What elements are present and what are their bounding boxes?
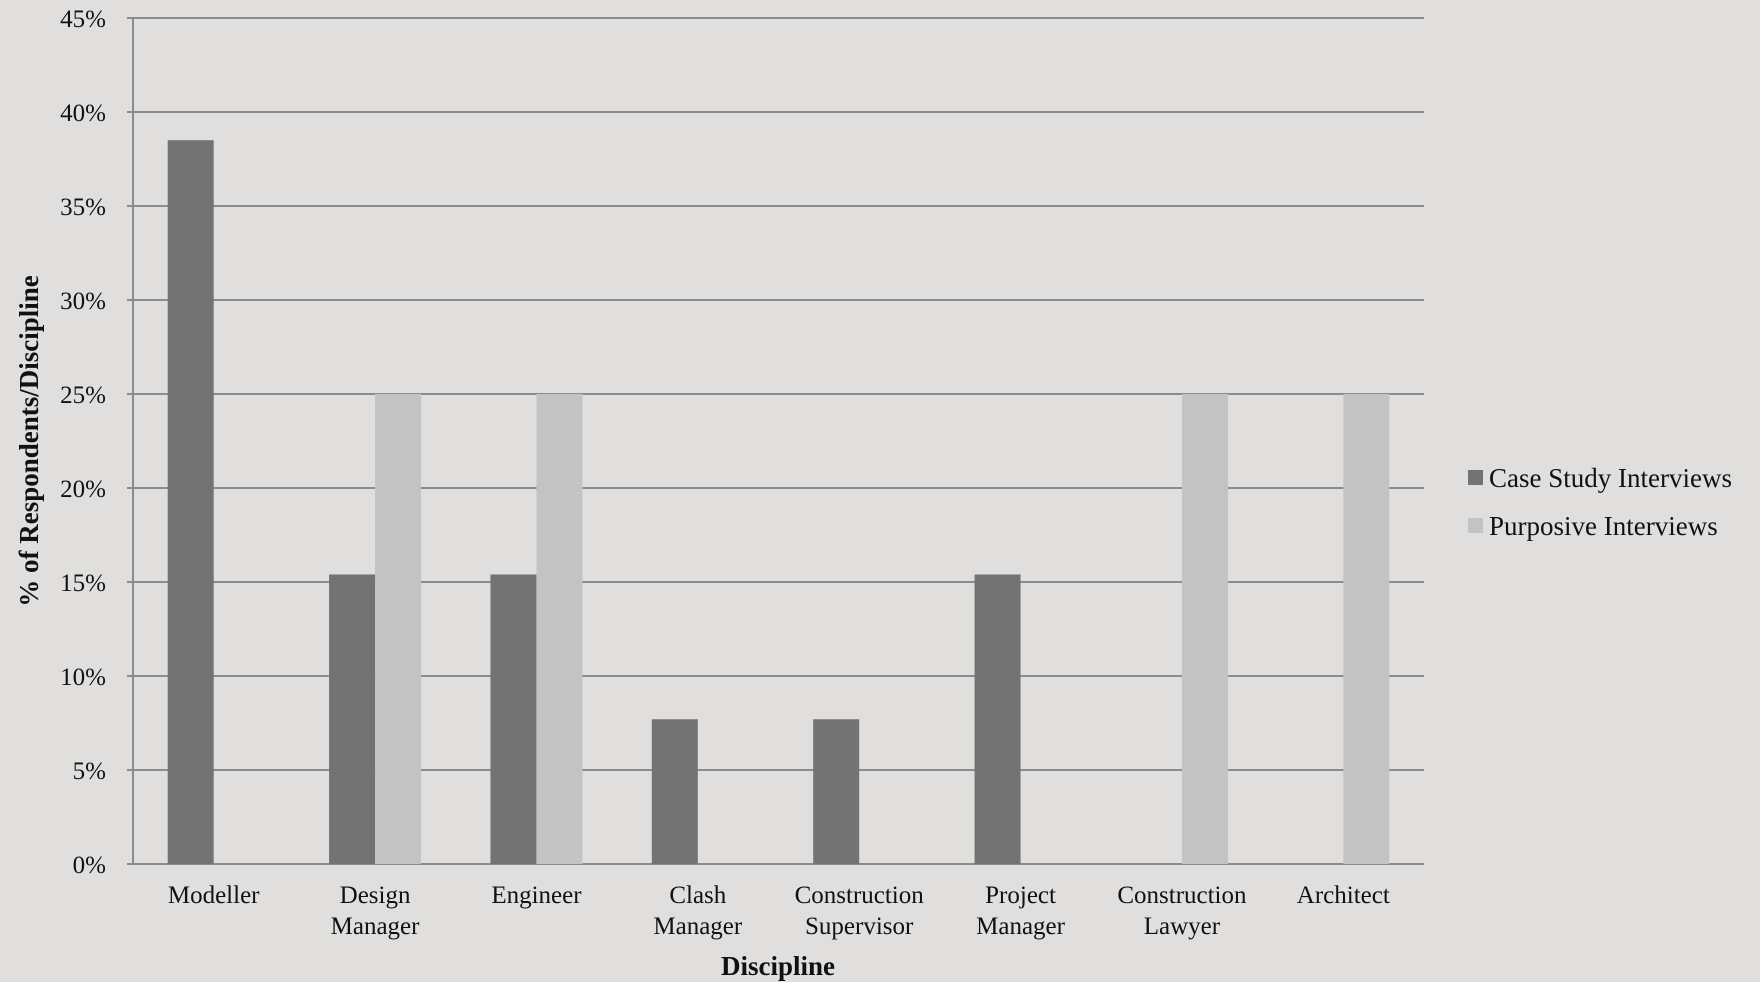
y-tick-label: 15% bbox=[60, 570, 106, 597]
y-tick-label: 45% bbox=[60, 6, 106, 33]
x-category-label: Design bbox=[340, 882, 411, 909]
legend-swatch bbox=[1468, 518, 1483, 533]
y-tick-label: 30% bbox=[60, 288, 106, 315]
bars bbox=[167, 140, 1390, 864]
bar bbox=[329, 574, 376, 864]
x-category-label: Lawyer bbox=[1144, 913, 1221, 940]
y-tick-label: 25% bbox=[60, 382, 106, 409]
bar bbox=[974, 574, 1021, 864]
bar bbox=[1343, 394, 1390, 864]
legend-swatch bbox=[1468, 470, 1483, 485]
legend-label: Purposive Interviews bbox=[1489, 511, 1718, 541]
x-category-label: Project bbox=[985, 882, 1056, 909]
gridlines bbox=[127, 17, 1424, 865]
x-category-label: Engineer bbox=[491, 882, 582, 909]
bar bbox=[813, 719, 860, 864]
x-category-label: Construction bbox=[795, 882, 925, 909]
bar bbox=[375, 394, 422, 864]
bar bbox=[167, 140, 214, 864]
y-tick-label: 20% bbox=[60, 476, 106, 503]
bar bbox=[1181, 394, 1228, 864]
x-category-label: Manager bbox=[976, 913, 1066, 940]
bar bbox=[536, 394, 583, 864]
y-tick-label: 5% bbox=[73, 758, 106, 785]
x-category-label: Architect bbox=[1297, 882, 1390, 909]
x-category-label: Manager bbox=[331, 913, 421, 940]
x-category-label: Supervisor bbox=[805, 913, 914, 940]
x-category-label: Clash bbox=[669, 882, 726, 909]
x-axis-title: Discipline bbox=[721, 951, 835, 981]
y-tick-label: 40% bbox=[60, 100, 106, 127]
y-axis-title: % of Respondents/Discipline bbox=[14, 275, 44, 607]
x-category-label: Construction bbox=[1117, 882, 1247, 909]
x-category-label: Modeller bbox=[168, 882, 260, 909]
y-tick-labels: 0% 5% 10% 15% 20% 25% 30% 35% 40% 45% bbox=[60, 6, 106, 879]
legend-label: Case Study Interviews bbox=[1489, 463, 1732, 493]
x-category-labels: Modeller Design Manager Engineer Clash Manage… bbox=[168, 882, 1390, 940]
y-tick-label: 35% bbox=[60, 194, 106, 221]
y-tick-label: 10% bbox=[60, 664, 106, 691]
legend: Case Study Interviews Purposive Interview… bbox=[1468, 463, 1732, 541]
y-tick-label: 0% bbox=[73, 852, 106, 879]
x-category-label: Manager bbox=[653, 913, 743, 940]
bar bbox=[651, 719, 698, 864]
bar bbox=[490, 574, 537, 864]
